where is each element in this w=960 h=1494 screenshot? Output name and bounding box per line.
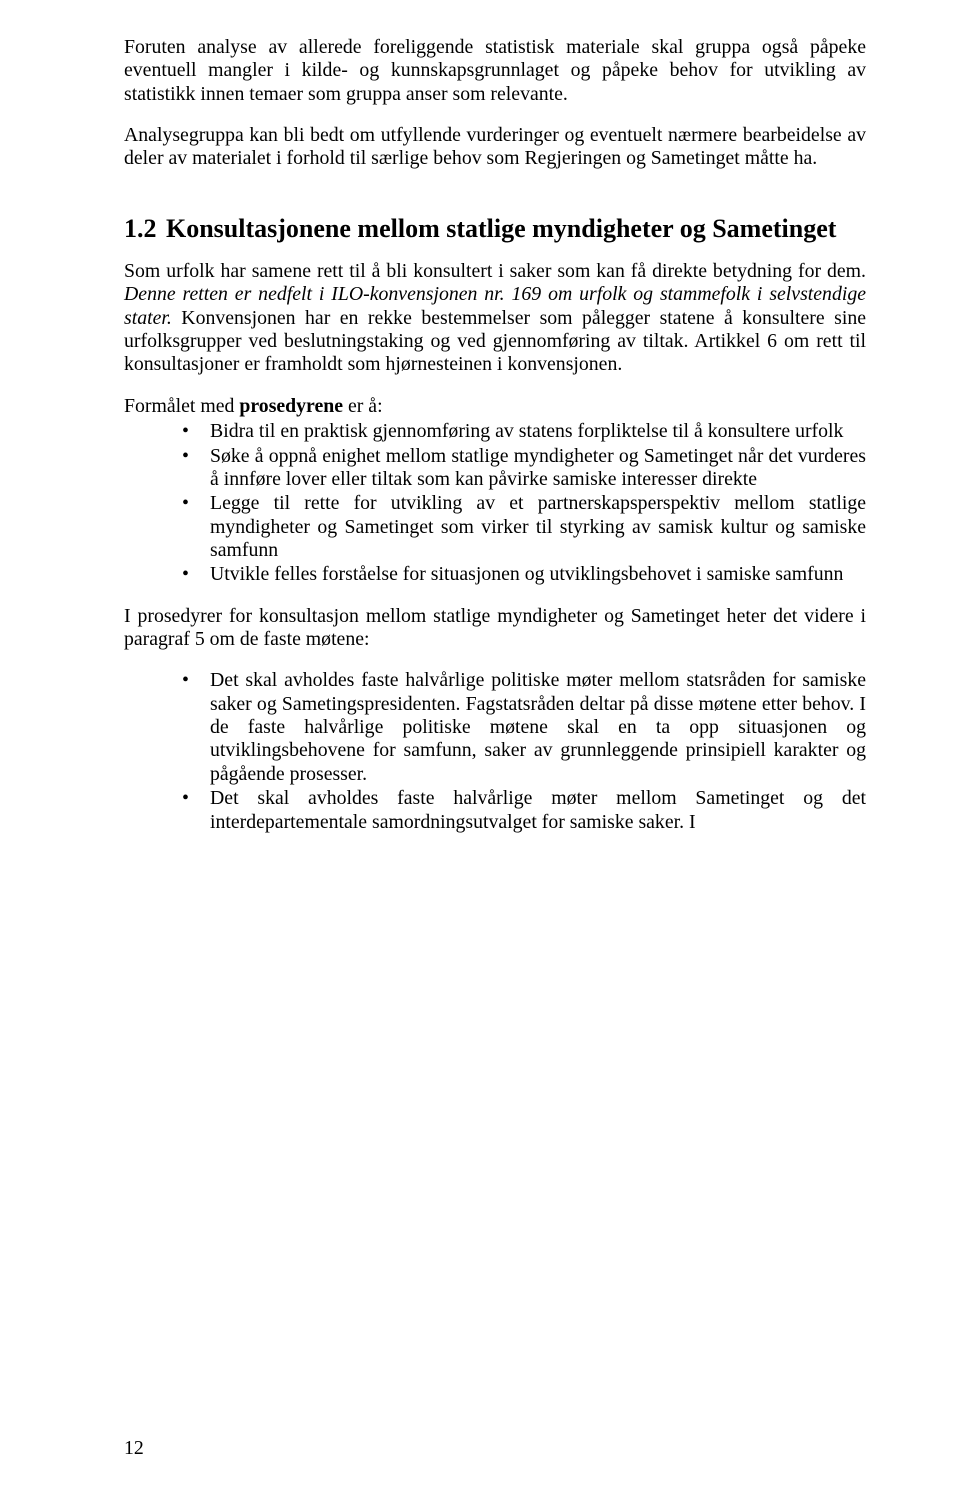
bullet-list-1: Bidra til en praktisk gjennomføring av s… (124, 420, 866, 587)
para3-part-c: Konvensjonen har en rekke bestemmelser s… (124, 307, 866, 376)
list-item: Det skal avholdes faste halvårlige polit… (210, 669, 866, 786)
list-item: Utvikle felles forståelse for situasjone… (210, 563, 866, 586)
list-item: Søke å oppnå enighet mellom statlige myn… (210, 445, 866, 492)
leadin1-bold: prosedyrene (239, 395, 343, 417)
list-item: Legge til rette for utvikling av et part… (210, 492, 866, 562)
list-item: Bidra til en praktisk gjennomføring av s… (210, 420, 866, 443)
section-number: 1.2 (124, 213, 166, 244)
paragraph-intro-2: Analysegruppa kan bli bedt om utfyllende… (124, 124, 866, 171)
list-item: Det skal avholdes faste halvårlige møter… (210, 787, 866, 834)
para3-part-a: Som urfolk har samene rett til å bli kon… (124, 260, 866, 282)
leadin1-a: Formålet med (124, 395, 239, 417)
paragraph-intro-1: Foruten analyse av allerede foreliggende… (124, 36, 866, 106)
section-heading-1-2: 1.2Konsultasjonene mellom statlige myndi… (124, 213, 866, 244)
paragraph-section-1: Som urfolk har samene rett til å bli kon… (124, 260, 866, 377)
section-title-text: Konsultasjonene mellom statlige myndighe… (166, 214, 836, 243)
paragraph-section-2: I prosedyrer for konsultasjon mellom sta… (124, 605, 866, 652)
leadin1-b: er å: (343, 395, 383, 417)
page-number: 12 (124, 1437, 144, 1460)
document-page: Foruten analyse av allerede foreliggende… (0, 0, 960, 1494)
bullet-list-2: Det skal avholdes faste halvårlige polit… (124, 669, 866, 834)
bullets1-leadin: Formålet med prosedyrene er å: (124, 395, 866, 418)
